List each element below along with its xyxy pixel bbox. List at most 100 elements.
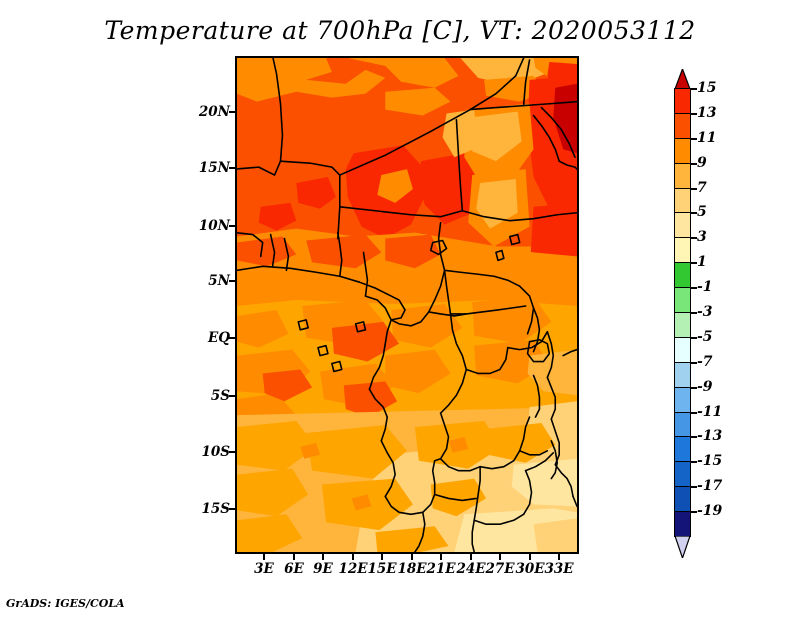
y-tick-label-5S: 5S (210, 388, 230, 404)
colorbar-label-5: 5 (697, 204, 707, 221)
colorbar-segment-14 (674, 436, 691, 463)
colorbar-tick-11 (691, 361, 697, 364)
y-tick-label-10N: 10N (198, 218, 230, 234)
colorbar[interactable] (674, 88, 691, 537)
colorbar-segment-9 (674, 312, 691, 338)
colorbar-segment-15 (674, 461, 691, 488)
colorbar-segment-3 (674, 162, 691, 189)
x-tick-mark-21E (440, 554, 442, 560)
colorbar-segment-13 (674, 411, 691, 438)
colorbar-label-neg9: -9 (697, 378, 713, 395)
colorbar-label-neg7: -7 (697, 353, 713, 370)
colorbar-tick-15 (691, 461, 697, 464)
temperature-field (237, 58, 577, 552)
grads-attribution: GrADS: IGES/COLA (6, 597, 125, 610)
colorbar-tick-3 (691, 162, 697, 165)
colorbar-segment-1 (674, 112, 691, 139)
colorbar-segment-16 (674, 486, 691, 513)
x-tick-label-24E: 24E (456, 561, 486, 577)
x-tick-mark-30E (529, 554, 531, 560)
y-tick-mark-10N (229, 225, 235, 227)
colorbar-label-neg3: -3 (697, 304, 713, 320)
y-tick-mark-20N (229, 111, 235, 113)
colorbar-label-neg17: -17 (697, 478, 723, 495)
x-tick-mark-24E (470, 554, 472, 560)
colorbar-label-15: 15 (697, 80, 717, 96)
colorbar-arrow-bottom (674, 536, 691, 558)
x-tick-mark-3E (263, 554, 265, 560)
colorbar-label-neg13: -13 (697, 428, 723, 445)
x-tick-label-18E: 18E (397, 561, 427, 577)
colorbar-segment-2 (674, 137, 691, 164)
x-tick-mark-9E (322, 554, 324, 560)
colorbar-tick-5 (691, 212, 697, 215)
colorbar-segment-17 (674, 511, 691, 537)
x-tick-mark-27E (499, 554, 501, 560)
colorbar-label-13: 13 (697, 104, 717, 121)
y-tick-mark-5S (229, 395, 235, 397)
colorbar-label-neg1: -1 (697, 279, 713, 296)
colorbar-tick-17 (691, 511, 697, 514)
colorbar-label-1: 1 (697, 254, 707, 271)
x-tick-label-6E: 6E (284, 561, 304, 577)
x-tick-label-21E: 21E (426, 561, 456, 577)
colorbar-label-neg11: -11 (697, 403, 723, 420)
x-tick-label-3E: 3E (254, 561, 274, 577)
y-tick-mark-10S (229, 451, 235, 453)
x-tick-mark-12E (352, 554, 354, 560)
x-tick-mark-18E (411, 554, 413, 560)
colorbar-segment-8 (674, 287, 691, 313)
y-tick-label-EQ: EQ (207, 330, 230, 346)
y-tick-label-15N: 15N (198, 160, 230, 176)
y-tick-label-20N: 20N (198, 104, 230, 120)
colorbar-tick-2 (691, 137, 697, 140)
x-tick-label-9E: 9E (313, 561, 333, 577)
colorbar-segment-12 (674, 386, 691, 413)
x-tick-label-27E: 27E (485, 561, 515, 577)
colorbar-tick-14 (691, 436, 697, 439)
colorbar-segment-10 (674, 336, 691, 363)
x-tick-label-12E: 12E (338, 561, 368, 577)
colorbar-tick-12 (691, 386, 697, 389)
colorbar-tick-6 (691, 237, 697, 240)
colorbar-label-11: 11 (697, 129, 717, 146)
y-tick-mark-EQ (229, 337, 235, 339)
y-tick-mark-15S (229, 508, 235, 510)
colorbar-tick-7 (691, 262, 697, 265)
colorbar-tick-10 (691, 336, 697, 339)
colorbar-segment-11 (674, 361, 691, 388)
y-tick-label-10S: 10S (201, 444, 230, 460)
y-tick-label-5N: 5N (208, 273, 230, 289)
colorbar-label-9: 9 (697, 154, 707, 171)
colorbar-arrow-top (674, 69, 691, 89)
x-tick-label-30E: 30E (515, 561, 545, 577)
colorbar-label-neg19: -19 (697, 503, 723, 520)
colorbar-segment-7 (674, 262, 691, 289)
colorbar-segment-4 (674, 187, 691, 214)
x-tick-mark-6E (293, 554, 295, 560)
x-tick-mark-33E (558, 554, 560, 560)
page-title: Temperature at 700hPa [C], VT: 202005311… (104, 16, 696, 45)
colorbar-label-7: 7 (697, 179, 707, 196)
y-tick-mark-15N (229, 167, 235, 169)
colorbar-tick-13 (691, 411, 697, 414)
colorbar-segment-6 (674, 237, 691, 264)
x-tick-label-33E: 33E (544, 561, 574, 577)
colorbar-tick-9 (691, 312, 697, 314)
colorbar-tick-8 (691, 287, 697, 290)
x-tick-mark-15E (381, 554, 383, 560)
colorbar-tick-0 (691, 88, 697, 90)
colorbar-segment-0 (674, 88, 691, 114)
colorbar-tick-16 (691, 486, 697, 489)
colorbar-segment-5 (674, 212, 691, 239)
colorbar-tick-1 (691, 112, 697, 115)
colorbar-label-neg15: -15 (697, 453, 723, 470)
colorbar-tick-4 (691, 187, 697, 190)
y-tick-label-15S: 15S (201, 501, 230, 517)
y-tick-mark-5N (229, 280, 235, 282)
colorbar-label-neg5: -5 (697, 328, 713, 345)
colorbar-label-3: 3 (697, 229, 707, 246)
map-plot-area (235, 56, 579, 554)
x-tick-label-15E: 15E (367, 561, 397, 577)
